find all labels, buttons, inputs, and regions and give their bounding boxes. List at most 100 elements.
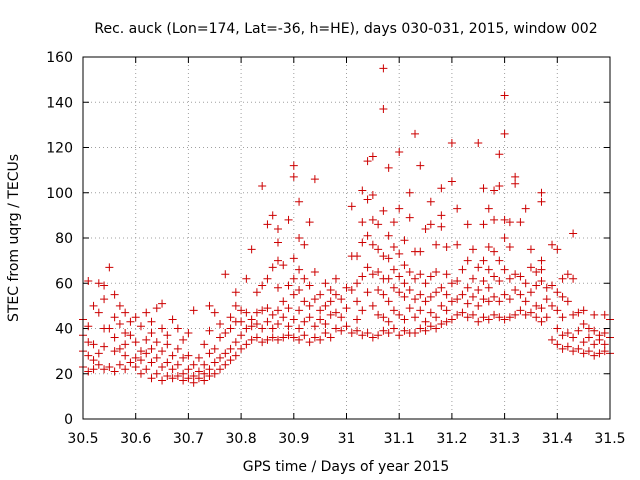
data-point xyxy=(389,324,398,333)
data-point xyxy=(326,297,335,306)
data-point xyxy=(368,333,377,342)
data-point xyxy=(210,358,219,367)
data-point xyxy=(453,295,462,304)
data-point xyxy=(569,347,578,356)
data-point xyxy=(126,317,135,326)
data-point xyxy=(273,335,282,344)
y-axis-label: STEC from uqrg / TECUs xyxy=(6,154,22,322)
data-point xyxy=(363,263,372,272)
data-point xyxy=(321,279,330,288)
data-point xyxy=(205,349,214,358)
data-point xyxy=(279,261,288,270)
data-point xyxy=(242,340,251,349)
data-point xyxy=(305,301,314,310)
data-point xyxy=(173,360,182,369)
data-point xyxy=(173,372,182,381)
x-tick-label: 30.9 xyxy=(278,431,309,447)
data-point xyxy=(495,150,504,159)
data-point xyxy=(411,129,420,138)
data-point xyxy=(226,313,235,322)
data-point xyxy=(374,310,383,319)
data-point xyxy=(426,322,435,331)
data-point xyxy=(442,290,451,299)
x-tick-label: 30.8 xyxy=(226,431,257,447)
data-point xyxy=(474,138,483,147)
data-point xyxy=(463,299,472,308)
data-point xyxy=(505,274,514,283)
data-point xyxy=(363,231,372,240)
data-point xyxy=(405,188,414,197)
data-point xyxy=(342,322,351,331)
data-point xyxy=(331,290,340,299)
data-point xyxy=(326,286,335,295)
data-point xyxy=(179,376,188,385)
data-point xyxy=(558,274,567,283)
y-axis-ticks: 0 20 40 60 80 100 120 140 160 xyxy=(46,50,610,428)
data-point xyxy=(458,265,467,274)
data-point xyxy=(94,360,103,369)
data-point xyxy=(100,365,109,374)
data-point xyxy=(300,297,309,306)
data-point xyxy=(268,263,277,272)
data-point xyxy=(200,376,209,385)
data-point xyxy=(379,313,388,322)
data-point xyxy=(289,161,298,170)
data-point xyxy=(569,333,578,342)
data-point xyxy=(305,281,314,290)
data-point xyxy=(258,306,267,315)
data-point xyxy=(279,297,288,306)
data-point xyxy=(252,288,261,297)
data-point xyxy=(295,286,304,295)
data-point xyxy=(168,315,177,324)
data-point xyxy=(168,365,177,374)
data-point xyxy=(447,138,456,147)
data-point xyxy=(447,177,456,186)
data-point xyxy=(442,317,451,326)
data-point xyxy=(479,220,488,229)
data-point xyxy=(94,279,103,288)
data-point xyxy=(295,265,304,274)
data-point xyxy=(453,276,462,285)
data-point xyxy=(163,340,172,349)
data-point xyxy=(147,317,156,326)
data-point xyxy=(126,331,135,340)
data-point xyxy=(500,315,509,324)
data-point xyxy=(584,333,593,342)
data-point xyxy=(126,358,135,367)
data-point xyxy=(273,306,282,315)
data-point xyxy=(563,270,572,279)
data-point xyxy=(374,331,383,340)
data-point xyxy=(163,331,172,340)
data-point xyxy=(163,372,172,381)
data-point xyxy=(131,353,140,362)
data-point xyxy=(226,356,235,365)
data-point xyxy=(400,279,409,288)
y-tick-label: 100 xyxy=(46,186,73,202)
data-point xyxy=(226,344,235,353)
data-point xyxy=(532,281,541,290)
data-point xyxy=(395,310,404,319)
data-point xyxy=(231,351,240,360)
data-point xyxy=(168,351,177,360)
data-point xyxy=(389,218,398,227)
data-point xyxy=(558,292,567,301)
data-point xyxy=(347,329,356,338)
data-point xyxy=(110,313,119,322)
data-point xyxy=(584,324,593,333)
data-point xyxy=(590,326,599,335)
data-point xyxy=(521,204,530,213)
data-point xyxy=(284,281,293,290)
data-point xyxy=(537,304,546,313)
data-point xyxy=(463,313,472,322)
data-point xyxy=(426,308,435,317)
data-point xyxy=(200,340,209,349)
data-point xyxy=(121,340,130,349)
data-point xyxy=(295,335,304,344)
data-point xyxy=(490,272,499,281)
data-point xyxy=(600,329,609,338)
data-point xyxy=(479,295,488,304)
data-point xyxy=(516,306,525,315)
data-point xyxy=(189,378,198,387)
data-point xyxy=(511,172,520,181)
data-point xyxy=(432,240,441,249)
